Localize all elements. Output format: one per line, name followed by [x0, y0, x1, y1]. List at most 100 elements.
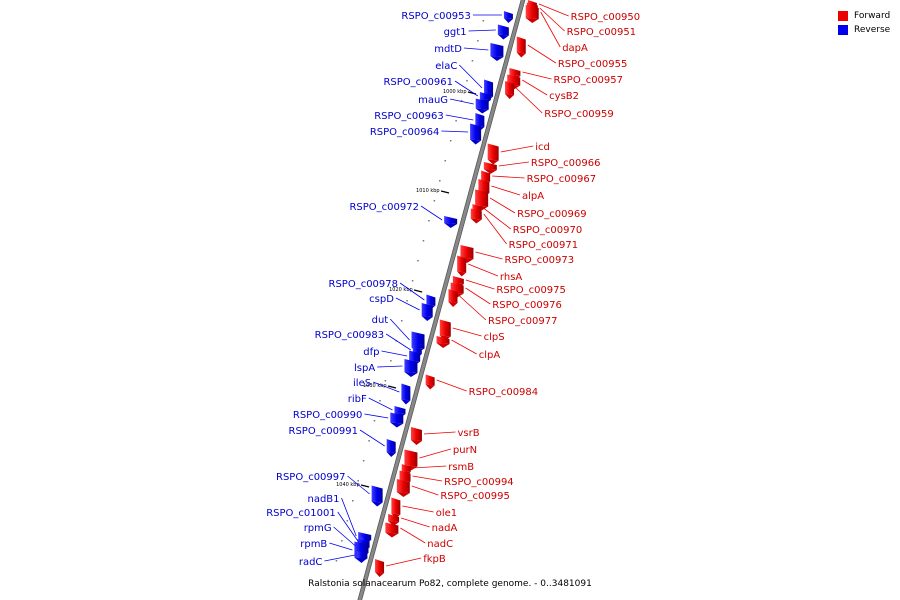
forward-leader-line [452, 327, 482, 337]
forward-gene-label: dapA [562, 43, 588, 54]
reverse-gene-label: rpmG [304, 523, 332, 534]
forward-gene-block [483, 162, 497, 170]
forward-leader-line [522, 79, 548, 96]
forward-leader-line [400, 527, 426, 544]
reverse-leader-line [329, 542, 353, 551]
tick-mark [360, 484, 370, 488]
legend-forward: Forward [838, 9, 890, 23]
reverse-gene-block [404, 359, 418, 373]
gene-arrow-tip [525, 18, 539, 23]
backbone-line [358, 0, 525, 600]
reverse-gene-label: RSPO_c00972 [349, 202, 419, 213]
forward-leader-line [385, 557, 422, 567]
reverse-gene-block [475, 98, 489, 110]
reverse-leader-line [445, 114, 474, 121]
forward-gene-label: RSPO_c00984 [469, 387, 539, 398]
forward-gene-label: RSPO_c00970 [513, 225, 583, 236]
scale-dot [400, 320, 403, 322]
forward-leader-line [539, 7, 565, 32]
legend: Forward Reverse [838, 9, 890, 37]
reverse-gene-label: ileS [353, 378, 371, 389]
gene-arrow-tip [391, 513, 401, 519]
tick-label: 1010 kbp [416, 188, 440, 194]
forward-leader-line [412, 465, 447, 469]
gene-arrow-tip [505, 94, 515, 99]
gene-blocks [354, 0, 539, 577]
scale-dot [455, 120, 457, 122]
tick-mark [413, 289, 423, 293]
forward-gene-block [487, 143, 499, 161]
gene-arrow-tip [487, 159, 499, 165]
forward-gene-block [470, 208, 482, 220]
legend-reverse: Reverse [838, 23, 890, 37]
gene-arrow-tip [401, 399, 411, 405]
forward-gene-label: nadA [432, 523, 458, 534]
forward-leader-line [515, 87, 543, 114]
reverse-gene-block [409, 350, 421, 362]
scale-dot [390, 360, 392, 362]
scale-dot [362, 460, 365, 462]
forward-gene-label: alpA [522, 191, 544, 202]
forward-gene-label: RSPO_c00995 [440, 491, 510, 502]
scale-dot [406, 300, 408, 302]
reverse-gene-label: RSPO_c00963 [374, 111, 444, 122]
forward-leader-line [492, 175, 525, 179]
backbone [357, 0, 526, 600]
reverse-gene-label: mauG [418, 95, 448, 106]
forward-gene-block [425, 374, 435, 386]
forward-gene-label: RSPO_c00969 [517, 209, 587, 220]
gene-labels: RSPO_c00950 RSPO_c00951 dapA RSPO_c00955 RSP… [266, 3, 640, 568]
reverse-leader-line [347, 475, 370, 495]
forward-leader-line [459, 295, 487, 321]
tick-mark [387, 385, 397, 389]
forward-gene-label: rhsA [500, 272, 522, 283]
gene-arrow-tip [475, 108, 489, 114]
forward-leader-line [419, 448, 451, 459]
forward-leader-line [411, 485, 439, 496]
forward-leader-line [483, 213, 507, 245]
scale-dot [341, 540, 343, 542]
forward-swatch [838, 11, 848, 21]
forward-gene-label: RSPO_c00971 [509, 240, 579, 251]
scale-dot [444, 160, 446, 162]
reverse-leader-line [364, 413, 389, 419]
scale-dot [373, 420, 376, 422]
gene-arrow-tip [470, 139, 482, 145]
forward-gene-label: RSPO_c00957 [554, 75, 624, 86]
forward-gene-label: fkpB [423, 554, 446, 565]
forward-gene-label: RSPO_c00967 [527, 174, 597, 185]
forward-gene-block [505, 81, 515, 95]
reverse-leader-line [368, 397, 393, 411]
tick-label: 1040 kbp [336, 482, 360, 488]
reverse-gene-block [401, 383, 411, 401]
reverse-leader-line [341, 497, 357, 537]
forward-gene-block [457, 255, 467, 273]
tick-label: 1020 kbp [389, 287, 413, 293]
scale-dot [466, 80, 468, 82]
scale-dot [335, 560, 338, 562]
forward-leader-line [400, 517, 430, 528]
reverse-gene-label: ribF [348, 394, 367, 405]
forward-gene-label: nadC [427, 539, 453, 550]
gene-arrow-tip [421, 316, 433, 321]
forward-gene-label: rsmB [448, 462, 474, 473]
gene-arrow-tip [357, 558, 367, 563]
scale-dot [477, 40, 479, 42]
legend-reverse-label: Reverse [854, 25, 891, 35]
reverse-leader-line [420, 205, 443, 221]
reverse-gene-block [475, 113, 485, 127]
reverse-leader-line [463, 47, 489, 51]
gene-arrow-tip [483, 169, 497, 174]
reverse-swatch [838, 25, 848, 35]
forward-gene-block [478, 179, 490, 193]
forward-gene-block [452, 276, 464, 284]
reverse-gene-block [412, 346, 422, 354]
forward-gene-label: icd [535, 142, 550, 153]
forward-gene-block [396, 479, 410, 493]
forward-gene-label: purN [453, 445, 477, 456]
forward-leader-line [468, 263, 499, 277]
reverse-gene-label: RSPO_c00978 [329, 279, 399, 290]
reverse-leader-line [385, 333, 412, 351]
gene-arrow-tip [490, 56, 504, 61]
scale-dot [439, 180, 441, 182]
